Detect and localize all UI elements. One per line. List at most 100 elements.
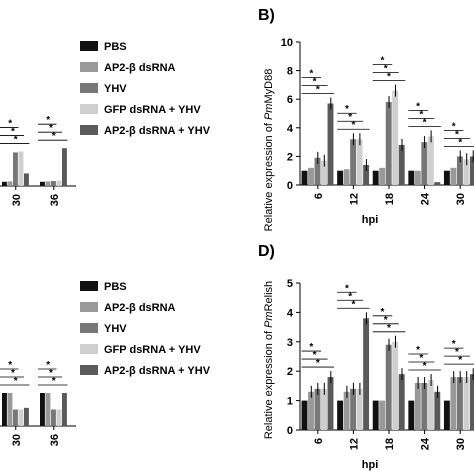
y-tick-label: 4	[287, 307, 294, 319]
significance-star: *	[416, 345, 420, 356]
legend-label: GFP dsRNA + YHV	[104, 104, 201, 116]
bar	[456, 156, 463, 185]
significance-star: *	[419, 109, 423, 120]
bar	[2, 393, 7, 426]
y-tick-label: 2	[287, 151, 293, 163]
bar	[469, 374, 474, 430]
significance-star: *	[452, 339, 456, 350]
bar	[18, 151, 24, 186]
bar	[463, 377, 470, 430]
significance-star: *	[46, 360, 50, 371]
legend-label: AP2-β dsRNA	[104, 302, 176, 314]
bar	[45, 181, 51, 186]
bar	[379, 167, 386, 185]
y-tick-label: 5	[287, 278, 293, 290]
legend-top: PBS AP2-β dsRNA YHV GFP dsRNA + YHV AP2-β ds…	[80, 41, 211, 137]
significance-star: *	[455, 347, 459, 358]
significance-star: *	[14, 135, 18, 146]
bar	[51, 180, 56, 186]
panel-b-xlabel: hpi	[362, 214, 379, 226]
bar	[40, 181, 45, 186]
significance-star: *	[11, 368, 15, 379]
legend-swatch	[80, 83, 98, 93]
significance-star: *	[345, 104, 349, 115]
significance-star: *	[8, 119, 12, 130]
legend-swatch	[80, 125, 98, 135]
bar	[62, 148, 67, 186]
bar	[321, 160, 327, 185]
significance-star: *	[345, 283, 349, 294]
legend-label: YHV	[104, 83, 127, 95]
significance-star: *	[49, 368, 53, 379]
bar	[398, 144, 405, 185]
bar	[372, 400, 379, 430]
significance-star: *	[458, 137, 462, 148]
significance-star: *	[419, 353, 423, 364]
panel-b-label: B)	[258, 7, 275, 24]
y-tick-label: 0	[287, 425, 293, 437]
y-tick-label: 2	[287, 366, 293, 378]
legend-label: AP2-β dsRNA + YHV	[104, 365, 211, 377]
bar	[392, 90, 399, 185]
significance-star: *	[348, 112, 352, 123]
bar	[314, 157, 321, 185]
bar	[414, 170, 421, 185]
bar	[356, 139, 363, 185]
bar	[414, 382, 421, 430]
bar	[450, 377, 457, 430]
legend-swatch	[80, 104, 98, 114]
legend-bottom: PBS AP2-β dsRNA YHV GFP dsRNA + YHV AP2-β ds…	[80, 281, 211, 377]
bar	[421, 382, 428, 430]
bar	[13, 409, 18, 426]
significance-star: *	[455, 129, 459, 140]
bar	[408, 400, 415, 430]
significance-star: *	[351, 299, 355, 310]
bar	[7, 393, 13, 426]
bar	[434, 391, 441, 430]
bar	[2, 181, 7, 186]
bar	[45, 393, 51, 426]
bar	[308, 167, 314, 185]
bar	[385, 102, 392, 185]
bar	[408, 170, 415, 185]
significance-star: *	[384, 315, 388, 326]
panel-a-chart: 30***36***	[0, 115, 76, 206]
significance-star: *	[309, 342, 313, 353]
y-tick-label: 0	[287, 180, 293, 192]
legend-label: PBS	[104, 41, 127, 53]
bar	[343, 169, 350, 185]
legend-swatch	[80, 41, 98, 51]
significance-star: *	[387, 323, 391, 334]
legend-label: AP2-β dsRNA + YHV	[104, 125, 211, 137]
panel-d-xlabel: hpi	[362, 459, 379, 471]
x-tick-label: 24	[420, 192, 432, 205]
bar	[363, 164, 370, 185]
bar	[427, 136, 434, 185]
bar	[13, 152, 18, 186]
x-tick-label: 6	[313, 438, 325, 444]
x-tick-label: 30	[455, 438, 467, 450]
bar	[308, 391, 314, 430]
significance-star: *	[351, 120, 355, 131]
bar	[450, 167, 457, 185]
panel-b-ylabel: Relative expression of PmMyD88	[263, 69, 275, 232]
bar	[301, 400, 308, 430]
bar	[337, 400, 344, 430]
legend-label: PBS	[104, 281, 127, 293]
significance-star: *	[423, 117, 427, 128]
panel-c-chart: 30***36***	[0, 360, 76, 446]
bar	[392, 341, 399, 430]
significance-star: *	[49, 123, 53, 134]
legend-label: YHV	[104, 323, 127, 335]
bar	[301, 170, 308, 185]
significance-star: *	[52, 131, 56, 142]
x-tick-label: 30	[11, 434, 23, 446]
y-tick-label: 6	[287, 94, 293, 106]
bar	[363, 318, 370, 430]
significance-star: *	[416, 101, 420, 112]
significance-star: *	[452, 121, 456, 132]
legend-swatch	[80, 323, 98, 333]
significance-star: *	[313, 350, 317, 361]
